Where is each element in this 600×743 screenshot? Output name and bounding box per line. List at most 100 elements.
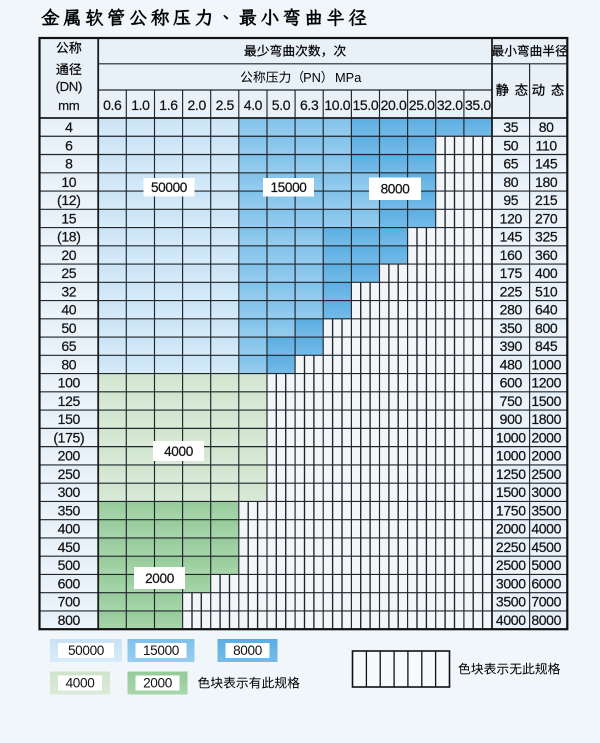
svg-text:2500: 2500 bbox=[496, 557, 526, 573]
svg-text:8: 8 bbox=[65, 156, 73, 172]
svg-text:750: 750 bbox=[500, 393, 523, 409]
svg-text:4000: 4000 bbox=[531, 521, 561, 537]
svg-text:300: 300 bbox=[58, 484, 81, 500]
svg-text:225: 225 bbox=[500, 283, 523, 299]
svg-text:mm: mm bbox=[58, 98, 80, 113]
svg-text:50000: 50000 bbox=[151, 180, 188, 195]
svg-text:4000: 4000 bbox=[496, 612, 526, 628]
svg-text:PN: PN bbox=[303, 70, 321, 85]
svg-text:400: 400 bbox=[535, 265, 558, 281]
svg-text:125: 125 bbox=[58, 393, 81, 409]
svg-text:50: 50 bbox=[503, 137, 518, 153]
svg-text:600: 600 bbox=[58, 576, 81, 592]
svg-text:390: 390 bbox=[500, 338, 523, 354]
svg-text:2250: 2250 bbox=[496, 539, 526, 555]
svg-text:0.6: 0.6 bbox=[103, 97, 122, 113]
svg-text:100: 100 bbox=[58, 375, 81, 391]
svg-text:700: 700 bbox=[58, 594, 81, 610]
svg-text:2.5: 2.5 bbox=[216, 97, 235, 113]
svg-text:6.3: 6.3 bbox=[300, 97, 319, 113]
svg-text:1500: 1500 bbox=[531, 393, 561, 409]
svg-text:4000: 4000 bbox=[164, 444, 194, 459]
svg-text:900: 900 bbox=[500, 411, 523, 427]
svg-text:(175): (175) bbox=[53, 429, 84, 445]
svg-text:1200: 1200 bbox=[531, 375, 561, 391]
svg-text:15000: 15000 bbox=[143, 643, 180, 658]
svg-text:280: 280 bbox=[500, 302, 523, 318]
svg-text:4500: 4500 bbox=[531, 539, 561, 555]
svg-text:1000: 1000 bbox=[496, 429, 526, 445]
svg-text:3000: 3000 bbox=[496, 576, 526, 592]
svg-text:1250: 1250 bbox=[496, 466, 526, 482]
svg-text:(DN): (DN) bbox=[56, 79, 82, 94]
svg-text:MPa: MPa bbox=[335, 70, 362, 85]
svg-text:845: 845 bbox=[535, 338, 558, 354]
svg-text:3500: 3500 bbox=[531, 502, 561, 518]
svg-text:50: 50 bbox=[61, 320, 76, 336]
svg-text:2000: 2000 bbox=[145, 571, 175, 586]
svg-text:1800: 1800 bbox=[531, 411, 561, 427]
svg-text:8000: 8000 bbox=[531, 612, 561, 628]
svg-text:40: 40 bbox=[61, 302, 76, 318]
svg-text:110: 110 bbox=[536, 137, 558, 153]
svg-text:(18): (18) bbox=[57, 229, 81, 245]
svg-text:95: 95 bbox=[503, 192, 518, 208]
svg-text:6: 6 bbox=[65, 137, 73, 153]
svg-text:20.0: 20.0 bbox=[381, 97, 407, 113]
svg-text:15: 15 bbox=[61, 210, 76, 226]
svg-text:8000: 8000 bbox=[233, 643, 263, 658]
svg-text:350: 350 bbox=[500, 320, 523, 336]
svg-text:510: 510 bbox=[535, 283, 558, 299]
svg-text:120: 120 bbox=[500, 210, 523, 226]
svg-text:400: 400 bbox=[58, 521, 81, 537]
svg-text:800: 800 bbox=[58, 612, 81, 628]
svg-text:2500: 2500 bbox=[531, 466, 561, 482]
svg-text:80: 80 bbox=[539, 119, 554, 135]
svg-text:2.0: 2.0 bbox=[187, 97, 206, 113]
svg-text:5.0: 5.0 bbox=[272, 97, 291, 113]
svg-text:215: 215 bbox=[535, 192, 558, 208]
svg-text:80: 80 bbox=[503, 174, 518, 190]
svg-text:32.0: 32.0 bbox=[437, 97, 463, 113]
svg-text:1000: 1000 bbox=[496, 448, 526, 464]
svg-text:145: 145 bbox=[500, 229, 523, 245]
svg-text:145: 145 bbox=[535, 156, 558, 172]
svg-text:25: 25 bbox=[61, 265, 76, 281]
svg-text:600: 600 bbox=[500, 375, 523, 391]
svg-text:150: 150 bbox=[58, 411, 81, 427]
svg-text:1.6: 1.6 bbox=[159, 97, 178, 113]
svg-text:4: 4 bbox=[65, 119, 73, 135]
svg-text:480: 480 bbox=[500, 356, 523, 372]
svg-text:2000: 2000 bbox=[496, 521, 526, 537]
svg-text:4000: 4000 bbox=[66, 676, 96, 691]
svg-text:1.0: 1.0 bbox=[131, 97, 150, 113]
svg-text:10: 10 bbox=[61, 174, 76, 190]
svg-text:5000: 5000 bbox=[531, 557, 561, 573]
svg-text:1500: 1500 bbox=[496, 484, 526, 500]
svg-text:32: 32 bbox=[61, 283, 76, 299]
svg-text:180: 180 bbox=[535, 174, 558, 190]
svg-text:50000: 50000 bbox=[68, 643, 105, 658]
svg-text:640: 640 bbox=[535, 302, 558, 318]
svg-text:270: 270 bbox=[535, 210, 558, 226]
svg-text:1750: 1750 bbox=[496, 502, 526, 518]
svg-text:2000: 2000 bbox=[143, 676, 173, 691]
svg-text:450: 450 bbox=[58, 539, 81, 555]
svg-text:1000: 1000 bbox=[531, 356, 561, 372]
svg-text:35.0: 35.0 bbox=[465, 97, 491, 113]
svg-text:250: 250 bbox=[58, 466, 81, 482]
svg-text:15000: 15000 bbox=[270, 180, 307, 195]
svg-text:175: 175 bbox=[500, 265, 523, 281]
svg-text:25.0: 25.0 bbox=[409, 97, 435, 113]
svg-text:350: 350 bbox=[58, 502, 81, 518]
svg-text:325: 325 bbox=[535, 229, 558, 245]
svg-text:7000: 7000 bbox=[531, 594, 561, 610]
svg-text:80: 80 bbox=[61, 356, 76, 372]
svg-text:8000: 8000 bbox=[381, 182, 411, 197]
svg-text:800: 800 bbox=[535, 320, 558, 336]
svg-text:160: 160 bbox=[500, 247, 523, 263]
svg-text:6000: 6000 bbox=[531, 576, 561, 592]
svg-text:500: 500 bbox=[58, 557, 81, 573]
svg-text:3000: 3000 bbox=[531, 484, 561, 500]
svg-text:65: 65 bbox=[61, 338, 76, 354]
